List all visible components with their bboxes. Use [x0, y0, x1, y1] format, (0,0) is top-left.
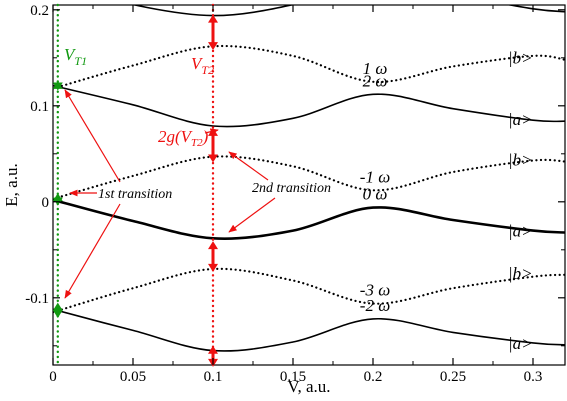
plot-frame [52, 4, 566, 366]
y-axis-label: E, a.u. [2, 163, 21, 206]
gap-arrow-1 [52, 193, 63, 206]
x-tick-label-0: 0 [49, 369, 57, 385]
series-line-6 [53, 308, 565, 352]
x-tick-label-5: 0.25 [440, 369, 466, 385]
y-tick-label-0: -0.1 [25, 291, 49, 307]
gap-arrow-2 [52, 302, 63, 318]
first-transition-label: 1st transition [98, 187, 172, 202]
series-line-3 [53, 155, 565, 200]
y-tick-label-3: 0.2 [30, 3, 49, 19]
series-line-0 [131, 5, 565, 17]
curve-label-3: -1 ω [360, 167, 390, 186]
curve-labels-layer: 4 ω1 ω|b>2 ω|a>-1 ω|b>0 ω|a>-3 ω|b>-2 ω|… [360, 49, 533, 353]
gap-arrow-0 [52, 80, 63, 91]
curve-label-6: -2 ω [360, 296, 390, 315]
state-label-1: |b> [508, 49, 533, 68]
state-label-4: |a> [508, 222, 533, 241]
gap-label: 2g(VT2) [158, 127, 209, 149]
curve-label-5: -3 ω [360, 281, 390, 300]
series-line-1 [53, 44, 565, 90]
vt1-label: VT1 [64, 45, 87, 68]
vt2-label: VT2 [191, 54, 214, 77]
curve-label-2: 2 ω [363, 71, 388, 90]
x-tick-label-3: 0.15 [280, 369, 306, 385]
series-line-4 [53, 198, 565, 240]
x-tick-label-1: 0.05 [120, 369, 146, 385]
y-tick-label-1: 0 [42, 195, 50, 211]
curves-layer [53, 5, 565, 352]
x-axis-label: V, a.u. [287, 377, 330, 396]
ticks-layer: 0 0.05 0.1 0.15 0.2 0.25 0.3 -0.1 0 0.1 0.2 [25, 3, 565, 385]
x-tick-label-6: 0.3 [524, 369, 543, 385]
gap-arrow-5 [208, 241, 218, 272]
series-line-5 [53, 267, 565, 314]
second-transition-label: 2nd transition [252, 181, 331, 196]
curve-label-1: 1 ω [363, 59, 388, 78]
first-transition-arrows [64, 89, 121, 299]
curve-label-4: 0 ω [363, 185, 388, 204]
series-line-2 [53, 84, 565, 128]
y-tick-label-2: 0.1 [30, 99, 49, 115]
state-label-6: |a> [508, 334, 533, 353]
x-tick-label-2: 0.1 [204, 369, 223, 385]
x-tick-label-4: 0.2 [364, 369, 383, 385]
state-label-3: |b> [508, 151, 533, 170]
state-label-5: |b> [508, 264, 533, 283]
state-label-2: |a> [508, 110, 533, 129]
second-transition-arrows [228, 151, 276, 233]
gap-arrow-3 [208, 14, 218, 51]
gap-label-arrow [204, 128, 219, 135]
